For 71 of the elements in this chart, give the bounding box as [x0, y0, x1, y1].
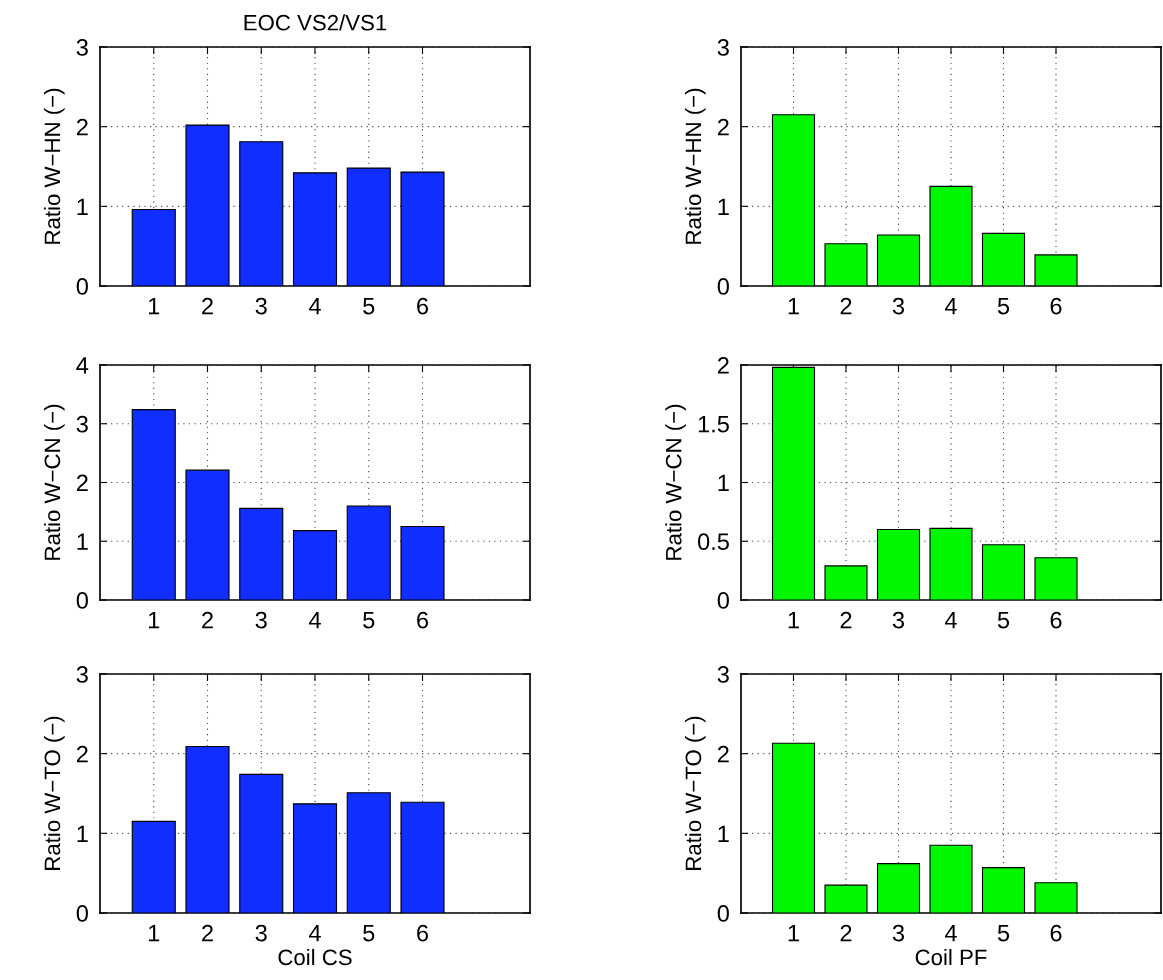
chart-title: EOC VS2/VS1 — [244, 14, 387, 31]
x-tick-label: 4 — [308, 297, 321, 315]
y-tick-label: 2 — [76, 474, 88, 492]
y-tick-label: 0 — [717, 592, 729, 609]
y-tick-label: 0.5 — [697, 533, 729, 551]
y-axis-title: Ratio W−CN (−) — [43, 404, 65, 560]
x-tick-label: 3 — [892, 924, 905, 942]
y-tick-label: 1 — [718, 825, 729, 842]
x-tick-label: 6 — [417, 611, 429, 629]
x-tick-label: 4 — [944, 924, 957, 942]
x-tick-label: 5 — [997, 611, 1010, 629]
x-tick-label: 2 — [840, 297, 852, 315]
y-axis-title: Ratio W−HN (−) — [43, 88, 65, 244]
y-tick-label: 0 — [717, 905, 729, 922]
y-tick-label: 3 — [717, 39, 729, 56]
y-axis-title: Ratio W−TO (−) — [684, 716, 706, 870]
y-axis-title: Ratio W−CN (−) — [665, 404, 686, 560]
y-axis-title: Ratio W−TO (−) — [43, 716, 65, 870]
x-tick-label: 5 — [363, 297, 375, 315]
x-tick-label: 6 — [417, 924, 429, 942]
y-tick-label: 3 — [76, 666, 88, 683]
y-tick-label: 1 — [718, 474, 729, 492]
x-tick-label: 2 — [840, 924, 852, 942]
x-tick-label: 2 — [840, 611, 852, 629]
y-tick-label: 3 — [717, 666, 729, 683]
x-tick-label: 4 — [944, 611, 957, 629]
x-tick-label: 6 — [417, 297, 429, 315]
x-tick-label: 1 — [148, 924, 160, 942]
x-tick-label: 2 — [202, 611, 213, 629]
y-tick-label: 0 — [76, 905, 88, 922]
y-tick-label: 1.5 — [698, 416, 729, 433]
x-tick-label: 2 — [202, 297, 213, 315]
y-tick-label: 0 — [717, 278, 729, 295]
x-tick-label: 4 — [308, 611, 321, 629]
y-tick-label: 1 — [718, 198, 729, 215]
y-tick-label: 4 — [76, 357, 89, 374]
x-tick-label: 3 — [892, 611, 905, 629]
x-tick-label: 2 — [202, 924, 213, 942]
x-tick-label: 4 — [308, 924, 321, 942]
y-tick-label: 3 — [76, 415, 88, 433]
y-tick-label: 0 — [76, 278, 88, 295]
y-tick-label: 1 — [77, 198, 88, 215]
x-tick-label: 1 — [788, 924, 799, 942]
x-tick-label: 3 — [255, 924, 267, 942]
x-tick-label: 1 — [788, 297, 799, 315]
x-tick-label: 3 — [892, 297, 905, 315]
x-tick-label: 1 — [148, 611, 160, 629]
y-tick-label: 1 — [77, 533, 88, 550]
x-axis-title: Coil CS — [278, 948, 352, 966]
y-tick-label: 2 — [717, 357, 729, 374]
x-tick-label: 6 — [1050, 924, 1062, 942]
y-tick-label: 2 — [717, 745, 729, 763]
y-tick-label: 3 — [76, 39, 88, 56]
y-tick-label: 2 — [76, 745, 88, 763]
x-tick-label: 5 — [363, 611, 375, 629]
x-tick-label: 5 — [363, 924, 375, 942]
x-tick-label: 5 — [997, 924, 1010, 942]
y-tick-label: 2 — [76, 118, 88, 136]
y-tick-label: 2 — [717, 118, 729, 136]
x-tick-label: 6 — [1050, 611, 1062, 629]
y-axis-title: Ratio W−HN (−) — [684, 88, 706, 244]
x-tick-label: 1 — [148, 297, 160, 315]
y-tick-label: 0 — [76, 592, 88, 609]
x-tick-label: 3 — [255, 611, 267, 629]
x-axis-title: Coil PF — [915, 948, 987, 966]
x-tick-label: 3 — [255, 297, 267, 315]
x-tick-label: 6 — [1050, 297, 1062, 315]
y-tick-label: 1 — [77, 825, 88, 842]
x-tick-label: 5 — [997, 297, 1010, 315]
x-tick-label: 4 — [944, 297, 957, 315]
x-tick-label: 1 — [788, 611, 799, 629]
